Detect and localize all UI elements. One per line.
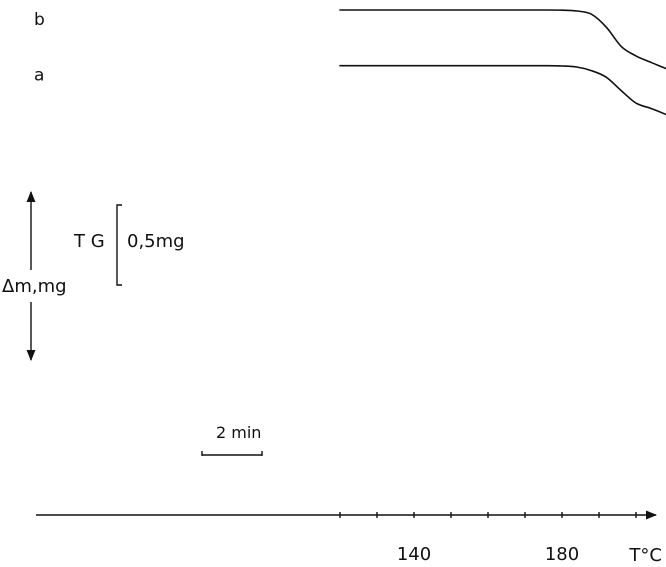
time-scale-line bbox=[201, 451, 263, 456]
x-tick-label: 140 bbox=[397, 544, 431, 565]
time-scale-label: 2 min bbox=[216, 423, 261, 442]
x-tick-labels: 140180220 bbox=[397, 544, 579, 565]
curve-label-a: a bbox=[34, 66, 44, 86]
time-scale-bar: 2 min bbox=[201, 423, 263, 456]
curve-labels: ba bbox=[34, 10, 45, 86]
x-tick-label: 180 bbox=[545, 544, 579, 565]
y-axis-indicator: Δm,mg bbox=[2, 190, 67, 362]
curve-label-b: b bbox=[34, 10, 45, 30]
tg-label: T G bbox=[73, 231, 105, 252]
tg-curves bbox=[339, 9, 666, 116]
mass-scale-bracket bbox=[116, 204, 122, 286]
curve-b bbox=[339, 9, 666, 70]
curve-a bbox=[339, 64, 666, 116]
mass-scale-bar: T G 0,5mg bbox=[73, 204, 185, 286]
x-axis-label: T°C bbox=[628, 545, 662, 566]
y-axis-label: Δm,mg bbox=[2, 276, 67, 297]
x-ticks bbox=[339, 512, 637, 518]
mass-scale-label: 0,5mg bbox=[127, 231, 185, 252]
